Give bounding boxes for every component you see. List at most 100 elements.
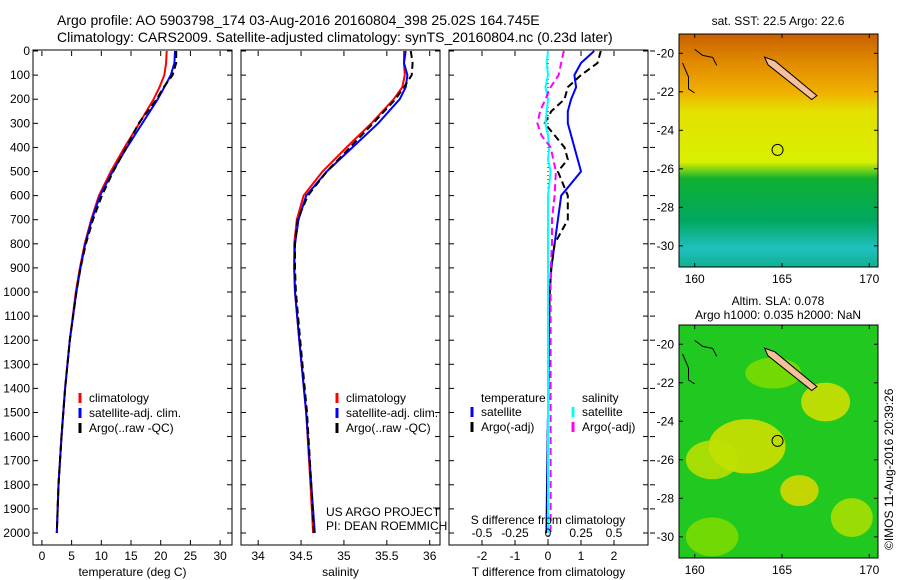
x-axis-label: temperature (deg C) xyxy=(78,565,186,579)
lat-tick-label: -22 xyxy=(657,85,675,99)
y-tick-label: 1100 xyxy=(4,309,30,323)
y-tick-label: 400 xyxy=(10,140,30,154)
y-tick-label: 1200 xyxy=(3,333,30,347)
profile-panel-3: -2 -1 0 1 2 T difference from climatology -0.5… xyxy=(448,49,655,579)
argo-position-marker xyxy=(771,143,784,156)
lon-tick-label: 165 xyxy=(772,272,792,286)
y-tick-label: 1900 xyxy=(3,502,30,516)
new-caledonia-land xyxy=(763,56,818,101)
profile-panel-2: 34 34.5 35 35.5 36 salinity climatologysatelli… xyxy=(240,49,441,579)
sla-anomaly xyxy=(780,475,819,507)
s-tick-label: 0.25 xyxy=(569,526,593,540)
x-tick-label: 30 xyxy=(213,549,227,563)
lon-tick-label: 160 xyxy=(685,563,705,577)
sla-anomaly xyxy=(685,440,739,480)
y-tick-label: 200 xyxy=(10,92,30,106)
lat-tick-label: -22 xyxy=(657,376,675,390)
map-frame xyxy=(678,33,879,268)
reef-contour xyxy=(682,340,718,385)
x-tick-label: 35 xyxy=(337,549,351,563)
lat-tick-label: -24 xyxy=(657,414,675,428)
sst-map: 160 165 170 -20 -22 -24 -26 -28 -30 sat. SST: 22.… xyxy=(657,14,880,286)
y-tick-label: 1000 xyxy=(3,285,30,299)
s-tick-label: 0 xyxy=(545,526,552,540)
plot-frame xyxy=(32,49,233,546)
x-tick-label: 15 xyxy=(124,549,138,563)
x-tick-label: 25 xyxy=(184,549,198,563)
legend-label: climatology xyxy=(89,391,149,405)
y-tick-label: 1400 xyxy=(3,381,30,395)
series-line-satellite-adj-clim- xyxy=(55,50,176,534)
lon-tick-label: 160 xyxy=(685,272,705,286)
y-tick-label: 800 xyxy=(10,237,30,251)
y-tick-label: 1500 xyxy=(3,406,30,420)
x-tick-label: 0 xyxy=(545,549,552,563)
x-tick-label: 36 xyxy=(423,549,437,563)
map-title: Altim. SLA: 0.078 xyxy=(732,294,825,308)
x-tick-label: 34.5 xyxy=(289,549,313,563)
series-line-t-satellite xyxy=(545,50,595,534)
legend-label: Argo(-adj) xyxy=(481,420,534,434)
x-tick-label: -1 xyxy=(510,549,521,563)
y-tick-label: 1800 xyxy=(3,478,30,492)
s-axis-label: S difference from climatology xyxy=(471,513,626,527)
legend-header-salinity: salinity xyxy=(582,391,619,405)
title-line-1: Argo profile: AO 5903798_174 03-Aug-2016… xyxy=(57,12,540,28)
map-title: sat. SST: 22.5 Argo: 22.6 xyxy=(712,14,845,28)
s-tick-label: 0.5 xyxy=(606,526,623,540)
lon-tick-label: 170 xyxy=(859,563,879,577)
lat-tick-label: -28 xyxy=(657,491,675,505)
lon-tick-label: 170 xyxy=(859,272,879,286)
x-tick-label: 2 xyxy=(611,549,618,563)
credit-timestamp: ©IMOS 11-Aug-2016 20:39:26 xyxy=(882,388,896,550)
lat-tick-label: -30 xyxy=(657,530,675,544)
x-tick-label: 35.5 xyxy=(375,549,399,563)
plot-frame xyxy=(240,49,441,546)
series-line-s-satellite xyxy=(544,50,552,533)
x-axis-label: salinity xyxy=(322,565,359,579)
y-tick-label: 2000 xyxy=(3,526,30,540)
y-tick-label: 0 xyxy=(23,44,30,58)
legend-label: Argo(-adj) xyxy=(582,420,635,434)
x-tick-label: 34 xyxy=(251,549,265,563)
y-tick-label: 500 xyxy=(10,165,30,179)
lat-tick-label: -30 xyxy=(657,239,675,253)
sla-anomaly xyxy=(801,382,851,422)
s-tick-label: -0.5 xyxy=(472,526,493,540)
x-tick-label: 0 xyxy=(39,549,46,563)
y-tick-label: 900 xyxy=(10,261,30,275)
project-label: US ARGO PROJECT xyxy=(326,505,441,519)
lon-tick-label: 165 xyxy=(772,563,792,577)
x-tick-label: 5 xyxy=(68,549,75,563)
legend-label: Argo(..raw -QC) xyxy=(89,421,174,435)
series-line-s-argo-adj- xyxy=(536,50,565,533)
legend-label: satellite xyxy=(582,405,623,419)
new-caledonia-land xyxy=(763,347,818,392)
y-tick-label: 300 xyxy=(10,116,30,130)
title-line-2: Climatology: CARS2009. Satellite-adjuste… xyxy=(57,29,613,45)
series-line-t-argo-adj- xyxy=(543,50,602,534)
x-tick-label: 20 xyxy=(154,549,168,563)
lat-tick-label: -20 xyxy=(657,46,675,60)
profile-panel-1: 0 5 10 15 20 25 30 temperature (deg C) 0 100 200 30… xyxy=(3,44,233,579)
x-tick-label: 10 xyxy=(95,549,109,563)
lat-tick-label: -26 xyxy=(657,453,675,467)
map-subtitle: Argo h1000: 0.035 h2000: NaN xyxy=(695,308,861,322)
legend-label: climatology xyxy=(346,391,406,405)
lat-tick-label: -20 xyxy=(657,337,675,351)
y-tick-label: 100 xyxy=(10,68,30,82)
x-tick-label: -2 xyxy=(477,549,488,563)
y-tick-label: 1300 xyxy=(3,357,30,371)
legend-label: Argo(..raw -QC) xyxy=(346,421,431,435)
legend-label: satellite-adj. clim. xyxy=(346,406,438,420)
x-tick-label: 1 xyxy=(578,549,585,563)
series-line-satellite-adj-clim- xyxy=(293,50,409,534)
map-frame xyxy=(678,324,879,559)
y-tick-label: 1600 xyxy=(3,430,30,444)
reef-contour xyxy=(682,49,718,94)
series-line-climatology xyxy=(55,50,168,534)
legend-label: satellite xyxy=(481,405,522,419)
y-tick-label: 1700 xyxy=(3,454,30,468)
